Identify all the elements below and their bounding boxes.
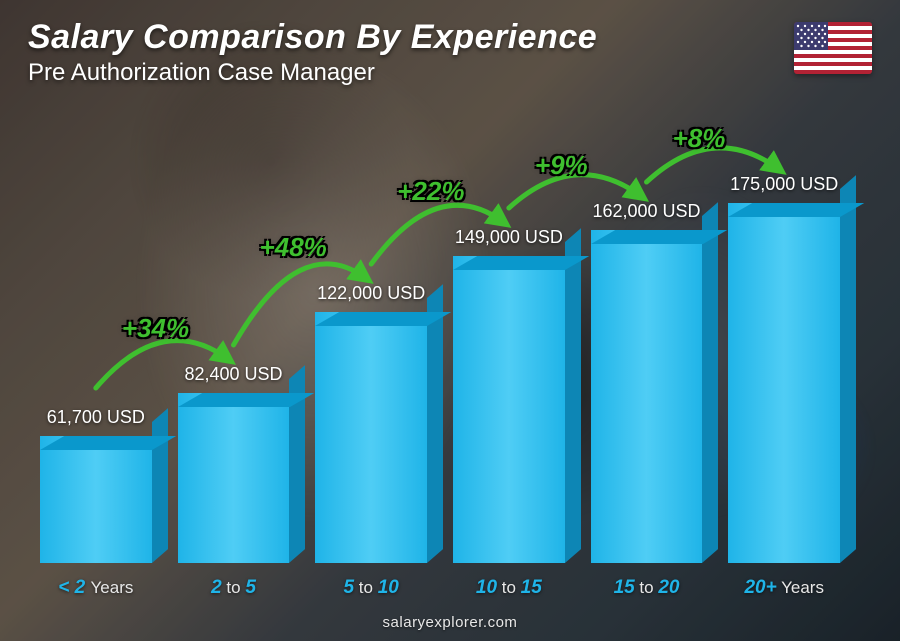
page-title: Salary Comparison By Experience xyxy=(28,18,872,57)
flag-us-icon xyxy=(794,22,872,74)
salary-bar-chart: 61,700 USD82,400 USD122,000 USD149,000 U… xyxy=(40,93,840,563)
growth-arc-icon xyxy=(40,93,840,563)
category-label: 15 to 20 xyxy=(591,577,703,599)
category-label: 5 to 10 xyxy=(315,577,427,599)
category-label: 10 to 15 xyxy=(453,577,565,599)
page-subtitle: Pre Authorization Case Manager xyxy=(28,59,872,87)
category-label: < 2 Years xyxy=(40,577,152,599)
category-label: 2 to 5 xyxy=(178,577,290,599)
category-label: 20+ Years xyxy=(728,577,840,599)
footer-attribution: salaryexplorer.com xyxy=(0,614,900,631)
header: Salary Comparison By Experience Pre Auth… xyxy=(28,18,872,87)
category-axis: < 2 Years 2 to 5 5 to 10 10 to 15 15 to 20 20… xyxy=(40,577,840,599)
